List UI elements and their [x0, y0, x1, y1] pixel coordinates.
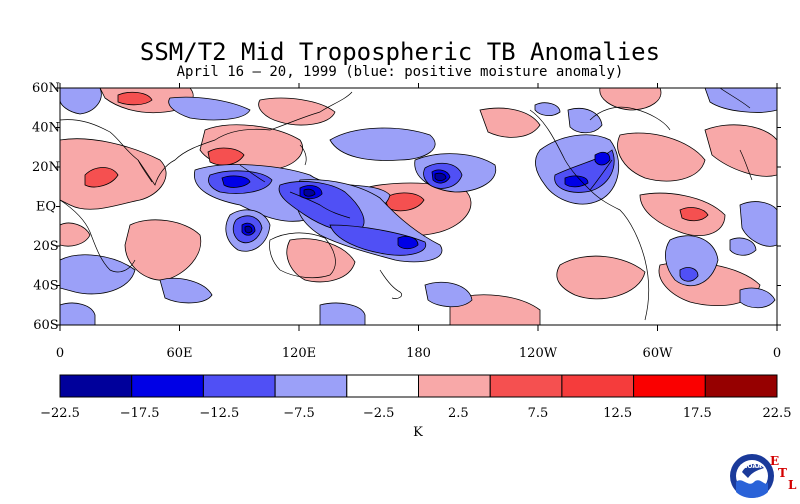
colorbar-swatch — [418, 374, 491, 398]
coastlines — [60, 88, 753, 321]
etl-letter-e: E — [770, 454, 780, 468]
colorbar-tick-label: 17.5 — [683, 406, 712, 421]
extreme-negative-tb-anomaly-cores — [244, 172, 447, 234]
strong-positive-tb-anomaly-regions — [84, 91, 709, 222]
colorbar-swatch — [633, 374, 706, 398]
lat-tick-label: 40N — [32, 121, 60, 136]
colorbar-tick-label: 22.5 — [763, 406, 792, 421]
colorbar-swatch — [202, 374, 276, 398]
map-subtitle: April 16 – 20, 1999 (blue: positive mois… — [176, 64, 624, 80]
lon-tick-label: 180 — [406, 346, 431, 361]
noaa-logo-text: NOAA — [742, 463, 762, 470]
colorbar-swatch — [131, 374, 204, 398]
colorbar-tick-label: −22.5 — [40, 406, 80, 421]
anomaly-fields — [60, 88, 777, 325]
colorbar-swatch — [489, 374, 563, 398]
colorbar-tick-label: 12.5 — [603, 406, 632, 421]
colorbar-swatch — [704, 374, 778, 398]
lon-tick-label: 60W — [643, 346, 674, 361]
lon-tick-label: 0 — [773, 346, 781, 361]
positive-tb-anomaly-regions — [60, 88, 777, 325]
latitude-axis: 60N 40N 20N EQ 20S 40S 60S — [32, 81, 781, 333]
lat-tick-label: 20S — [33, 239, 58, 254]
colorbar-swatch — [561, 374, 635, 398]
lat-tick-label: EQ — [36, 200, 56, 215]
colorbar-tick-label: 7.5 — [528, 406, 549, 421]
colorbar-swatch — [274, 374, 348, 398]
colorbar-tick-label: 2.5 — [448, 406, 469, 421]
colorbar-unit: K — [413, 425, 423, 440]
lon-tick-label: 120W — [519, 346, 558, 361]
colorbar-swatch — [346, 374, 419, 398]
noaa-emblem-icon: NOAA — [730, 454, 774, 498]
noaa-logo: NOAA — [728, 448, 800, 500]
longitude-axis: 0 60E 120E 180 120W 60W 0 — [56, 83, 781, 361]
lat-tick-label: 40S — [33, 279, 58, 294]
lat-tick-label: 60S — [33, 318, 58, 333]
lat-tick-label: 60N — [32, 81, 60, 96]
lon-tick-label: 60E — [166, 346, 192, 361]
colorbar-swatch — [59, 374, 133, 398]
etl-letter-l: L — [788, 478, 797, 492]
etl-letter-t: T — [778, 466, 787, 480]
map-title: SSM/T2 Mid Tropospheric TB Anomalies — [139, 38, 661, 66]
lon-tick-label: 120E — [282, 346, 316, 361]
lon-tick-label: 0 — [56, 346, 64, 361]
colorbar-tick-label: −2.5 — [363, 406, 395, 421]
lat-tick-label: 20N — [32, 160, 60, 175]
colorbar-tick-label: −17.5 — [120, 406, 160, 421]
colorbar-tick-label: −12.5 — [199, 406, 239, 421]
colorbar: −22.5 −17.5 −12.5 −7.5 −2.5 2.5 7.5 12.5 17.5 22.… — [40, 374, 792, 421]
colorbar-tick-label: −7.5 — [283, 406, 315, 421]
